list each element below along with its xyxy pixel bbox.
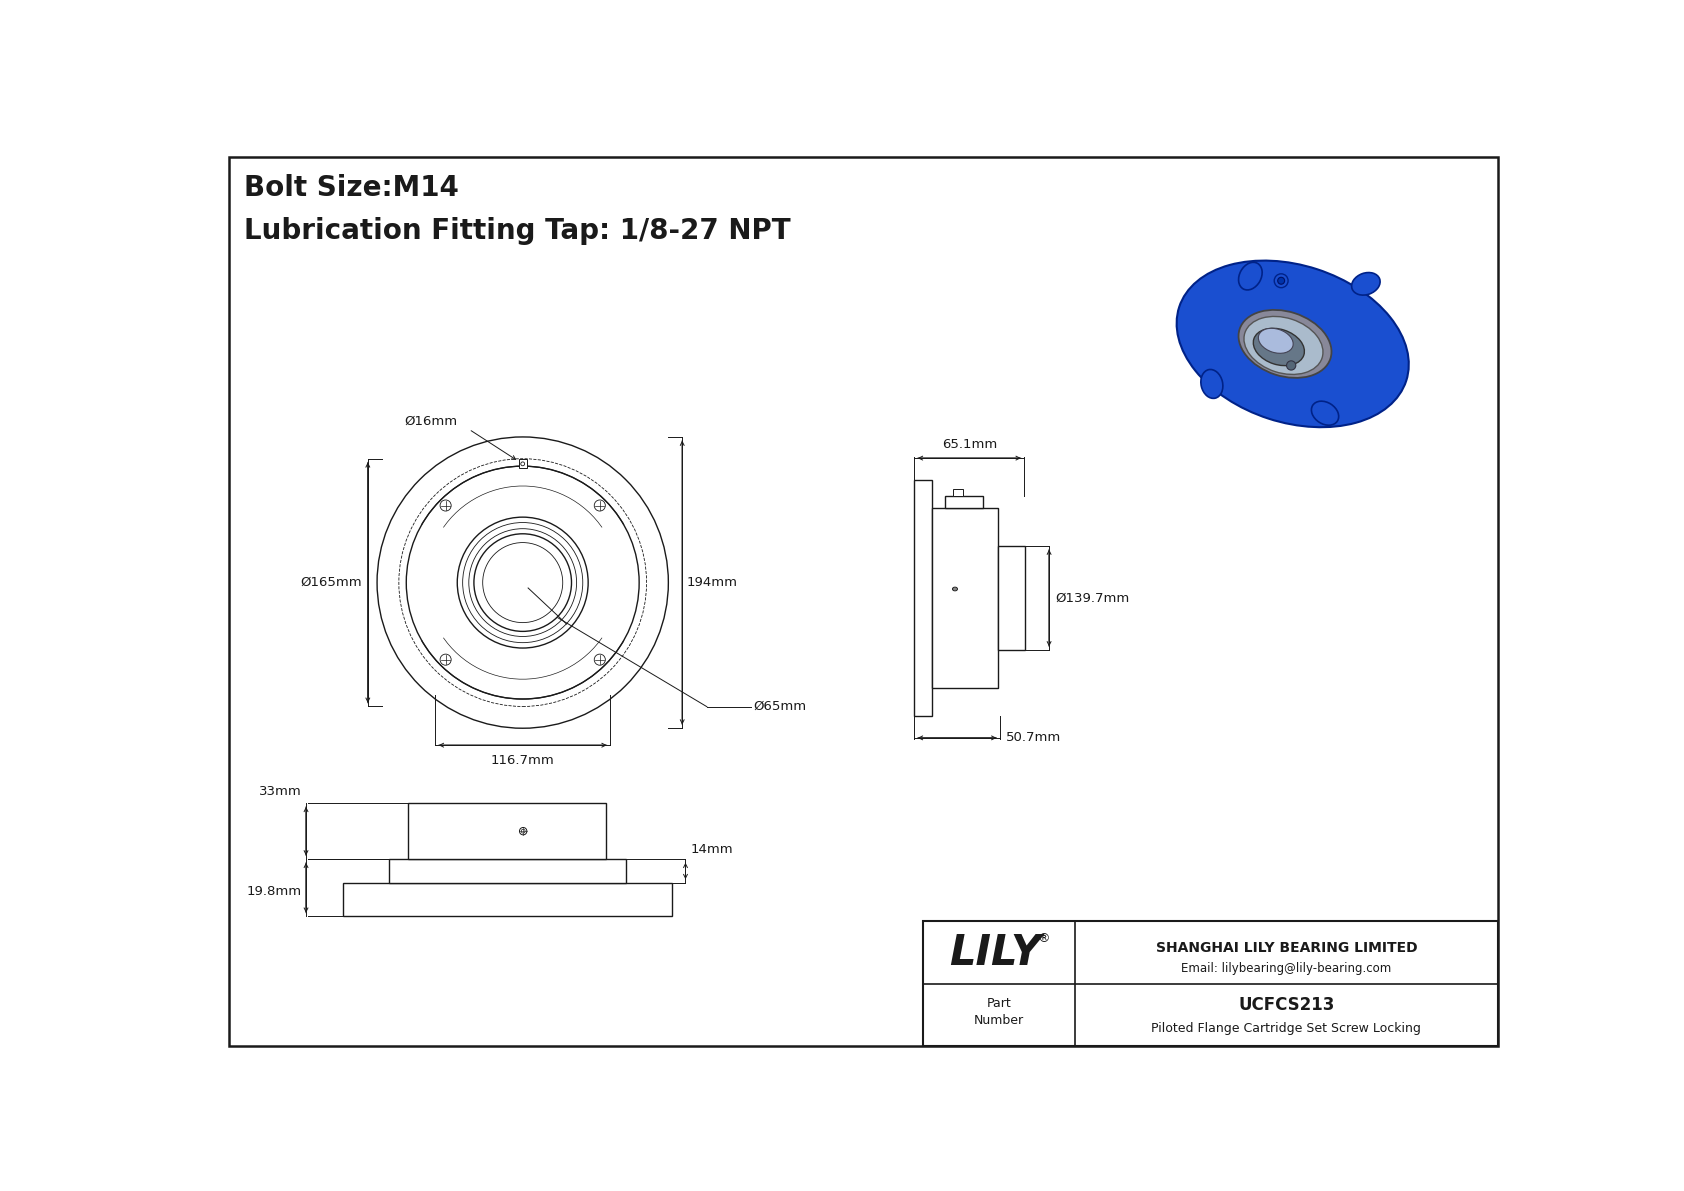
Text: 65.1mm: 65.1mm <box>941 438 997 451</box>
Ellipse shape <box>1312 401 1339 425</box>
Text: SHANGHAI LILY BEARING LIMITED: SHANGHAI LILY BEARING LIMITED <box>1155 941 1418 954</box>
Bar <box>344 883 672 916</box>
Text: Ø16mm: Ø16mm <box>404 414 458 428</box>
Text: UCFCS213: UCFCS213 <box>1238 996 1335 1014</box>
Text: LILY: LILY <box>950 931 1041 973</box>
Bar <box>389 859 626 883</box>
Ellipse shape <box>1244 317 1324 374</box>
Ellipse shape <box>1177 261 1410 428</box>
Ellipse shape <box>1352 273 1381 295</box>
Text: Ø65mm: Ø65mm <box>753 700 807 713</box>
Text: Part
Number: Part Number <box>973 997 1024 1028</box>
Bar <box>931 509 999 688</box>
Circle shape <box>1287 361 1295 370</box>
Text: ®: ® <box>1037 933 1051 946</box>
Text: 50.7mm: 50.7mm <box>1007 731 1061 744</box>
Bar <box>408 803 606 859</box>
Circle shape <box>1275 274 1288 288</box>
Text: 116.7mm: 116.7mm <box>490 754 554 767</box>
Text: Piloted Flange Cartridge Set Screw Locking: Piloted Flange Cartridge Set Screw Locki… <box>1152 1022 1421 1035</box>
Text: Ø165mm: Ø165mm <box>301 576 362 590</box>
Text: Bolt Size:M14: Bolt Size:M14 <box>244 175 458 202</box>
Ellipse shape <box>1201 369 1223 398</box>
Text: Ø139.7mm: Ø139.7mm <box>1056 592 1130 605</box>
Circle shape <box>1278 278 1285 285</box>
Ellipse shape <box>1238 310 1332 378</box>
Ellipse shape <box>1258 329 1293 354</box>
Bar <box>519 460 527 468</box>
Text: 19.8mm: 19.8mm <box>246 885 301 898</box>
Bar <box>923 922 1497 1046</box>
Ellipse shape <box>1253 329 1305 366</box>
Ellipse shape <box>1238 262 1263 289</box>
Text: 33mm: 33mm <box>259 785 301 798</box>
Bar <box>914 480 931 716</box>
Bar <box>999 545 1026 650</box>
Text: Email: lilybearing@lily-bearing.com: Email: lilybearing@lily-bearing.com <box>1180 962 1391 975</box>
Text: 14mm: 14mm <box>690 843 734 856</box>
Text: 194mm: 194mm <box>687 576 738 590</box>
Bar <box>953 488 963 495</box>
Text: Lubrication Fitting Tap: 1/8-27 NPT: Lubrication Fitting Tap: 1/8-27 NPT <box>244 217 790 245</box>
Bar <box>945 495 983 509</box>
